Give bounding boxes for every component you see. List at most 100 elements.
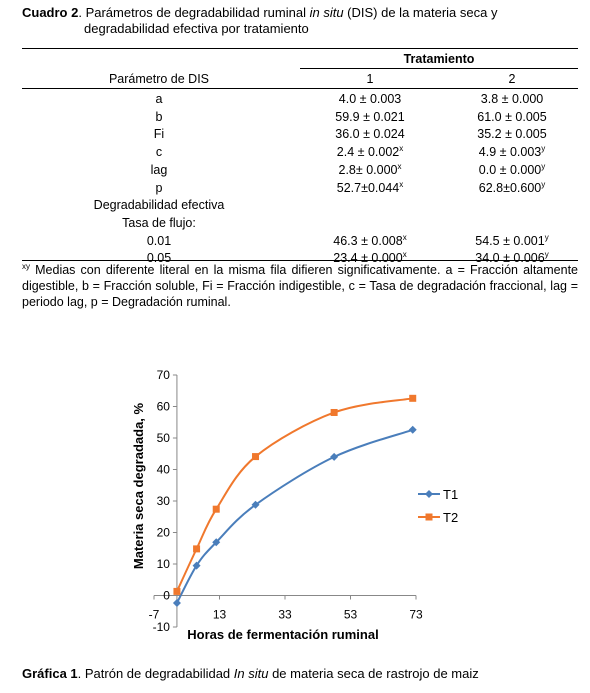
data-point-t2 [252,453,260,461]
series-line-t2 [176,397,413,592]
value-text: 4.0 ± 0.003 [338,92,402,106]
data-point-t2 [173,587,181,595]
y-tick-label: 30 [157,494,171,508]
param-cell: c [155,145,163,159]
y-axis-label: Materia seca degradada, % [131,402,146,569]
value-text: 59.9 ± 0.021 [335,110,405,124]
x-tick-label: 73 [409,607,423,621]
x-tick-label: -7 [149,607,160,621]
param-cell: Tasa de flujo: [122,216,196,230]
value-superscript: y [541,180,546,189]
y-tick-label: 60 [157,400,171,414]
legend-label-t1: T1 [443,487,458,502]
figure-caption-text: . Patrón de degradabilidad [77,666,234,681]
table-caption-italic: in situ [309,5,344,20]
y-tick-label: 50 [157,431,171,445]
data-point-t1 [172,599,181,608]
value-text: 36.0 ± 0.024 [335,127,405,141]
x-axis-label: Horas de fermentación ruminal [187,627,378,642]
param-cell: a [155,92,163,106]
value-text: 34.0 ± 0.006 [475,251,545,265]
value-cell: 34.0 ± 0.006y [444,250,580,266]
param-cell: lag [150,163,168,177]
figure-caption-label: Gráfica 1 [22,666,78,681]
figure-caption-text-end: de materia seca de rastrojo de maiz [268,666,479,681]
value-cell: 46.3 ± 0.008x [302,233,438,249]
value-text: 62.8±0.600 [478,181,542,195]
y-tick-label: 20 [157,526,171,540]
param-cell: p [155,181,163,195]
legend-marker-t1 [425,490,433,498]
value-superscript: y [541,144,546,153]
value-text: 4.9 ± 0.003 [478,145,542,159]
param-cell: Degradabilidad efectiva [93,198,225,212]
param-cell: 0.05 [146,251,172,265]
value-text: 0.0 ± 0.000 [478,163,542,177]
table-caption-text-end: (DIS) de la materia seca y [343,5,498,20]
data-point-t1 [408,425,417,434]
footnote-text: Medias con diferente literal en la misma… [22,263,578,309]
y-tick-label: 70 [157,368,171,382]
value-cell: 61.0 ± 0.005 [444,109,580,125]
data-point-t2 [193,545,201,553]
value-cell: 54.5 ± 0.001y [444,233,580,249]
data-point-t2 [330,408,338,416]
value-cell: 23.4 ± 0.000x [302,250,438,266]
value-superscript: x [402,233,407,242]
value-text: 61.0 ± 0.005 [477,110,547,124]
data-point-t2 [212,505,220,513]
value-cell: 52.7±0.044x [302,180,438,196]
legend-label-t2: T2 [443,510,458,525]
data-point-t2 [409,394,417,402]
table-bottom-rule [22,260,578,261]
table-caption-label: Cuadro 2 [22,5,79,20]
value-superscript: x [399,180,404,189]
data-point-t1 [192,561,201,570]
param-header: Parámetro de DIS [108,72,210,86]
value-cell: 59.9 ± 0.021 [302,109,438,125]
value-superscript: y [544,250,549,259]
y-tick-label: 10 [157,557,171,571]
x-tick-label: 53 [344,607,358,621]
figure-caption: Gráfica 1. Patrón de degradabilidad In s… [22,666,479,682]
value-cell: 0.0 ± 0.000y [444,162,580,178]
footnote-superscript: xy [22,262,30,271]
y-tick-label: 0 [163,589,170,603]
col-header-1: 1 [366,72,374,86]
value-superscript: y [544,233,549,242]
table-caption-line2: degradabilidad efectiva por tratamiento [84,21,309,36]
value-text: 52.7±0.044 [336,181,400,195]
y-tick-label: 40 [157,463,171,477]
value-cell: 62.8±0.600y [444,180,580,196]
value-cell: 3.8 ± 0.000 [444,91,580,107]
value-cell: 2.8± 0.000x [302,162,438,178]
value-text: 46.3 ± 0.008 [333,234,403,248]
table-header-rule [22,88,578,89]
value-text: 3.8 ± 0.000 [480,92,544,106]
value-superscript: x [399,144,404,153]
value-cell: 36.0 ± 0.024 [302,126,438,142]
value-text: 2.4 ± 0.002 [336,145,400,159]
x-tick-label: 13 [213,607,227,621]
data-point-t1 [212,538,221,547]
group-header: Tratamiento [403,52,475,66]
table-footnote: xy Medias con diferente literal en la mi… [22,262,578,310]
data-point-t1 [251,500,260,509]
value-text: 2.8± 0.000 [338,163,398,177]
legend-marker-t2 [425,513,433,521]
table-caption: Cuadro 2. Parámetros de degradabilidad r… [22,5,574,37]
value-text: 23.4 ± 0.000 [333,251,403,265]
value-text: 35.2 ± 0.005 [477,127,547,141]
value-cell: 4.0 ± 0.003 [302,91,438,107]
param-cell: b [155,110,163,124]
param-cell: 0.01 [146,234,172,248]
x-tick-label: 33 [278,607,292,621]
col-header-2: 2 [508,72,516,86]
value-superscript: x [397,162,402,171]
table-top-rule [22,48,578,49]
value-superscript: x [402,250,407,259]
value-superscript: y [541,162,546,171]
value-cell: 4.9 ± 0.003y [444,144,580,160]
value-text: 54.5 ± 0.001 [475,234,545,248]
